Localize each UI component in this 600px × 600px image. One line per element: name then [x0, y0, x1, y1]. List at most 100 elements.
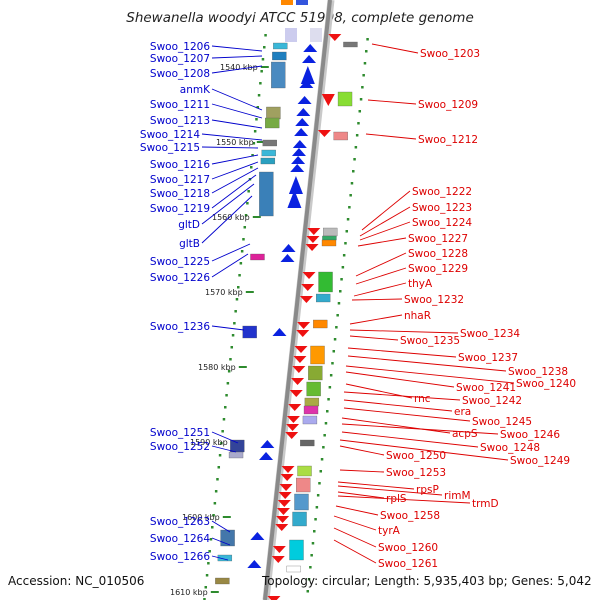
gene-arrow-forward — [250, 532, 265, 540]
right-gene-label: Swoo_1250 — [386, 450, 446, 462]
left-gene-leader — [211, 103, 263, 119]
right-gene-leader — [343, 399, 453, 412]
scale-tick — [261, 58, 265, 61]
right-gene-leader — [355, 252, 407, 277]
gene-arrow-reverse — [302, 272, 316, 279]
scale-tick — [361, 86, 364, 89]
scale-tick — [328, 386, 332, 389]
scale-tick — [250, 166, 253, 169]
right-gene-label: Swoo_1234 — [460, 328, 520, 340]
scale-tick — [239, 262, 243, 265]
gene-arrow-reverse — [279, 484, 293, 491]
scale-tick — [322, 446, 325, 449]
gene-arrow-reverse — [281, 466, 295, 473]
scale-tick — [240, 250, 244, 253]
left-gene-leader — [211, 45, 263, 52]
gene-block — [323, 227, 338, 237]
gene-arrow-forward — [291, 148, 306, 156]
right-gene-label: Swoo_1258 — [380, 510, 440, 522]
scale-tick — [221, 430, 224, 433]
right-gene-label: thyA — [408, 278, 433, 290]
left-gene-leader — [211, 154, 259, 165]
scale-tick — [313, 530, 316, 533]
left-gene-label: Swoo_1215 — [140, 142, 200, 154]
scale-tick — [324, 422, 328, 425]
right-gene-label: trmD — [472, 498, 499, 510]
right-gene-leader — [353, 282, 407, 297]
scale-tick — [306, 590, 310, 593]
right-gene-label: Swoo_1235 — [400, 335, 460, 347]
gene-block — [273, 42, 288, 50]
gene-arrow-reverse — [296, 330, 310, 337]
right-gene-label: acpS — [452, 428, 478, 440]
left-gene-leader — [211, 88, 263, 111]
gene-block — [315, 293, 331, 303]
gene-block — [289, 539, 304, 561]
right-gene-leader — [337, 485, 443, 496]
scale-tick — [354, 146, 358, 149]
left-gene-leader — [211, 161, 259, 180]
scale-tick — [307, 578, 311, 581]
gene-arrow-forward — [288, 176, 303, 194]
gene-arrow-reverse — [307, 228, 321, 235]
scale-tick — [319, 470, 323, 473]
right-gene-leader — [341, 431, 479, 448]
gene-block — [310, 345, 325, 365]
scale-tick — [335, 326, 338, 329]
left-gene-leader — [201, 195, 253, 244]
scale-tick — [212, 514, 215, 517]
gene-block — [337, 91, 353, 107]
left-gene-leader — [211, 431, 239, 444]
right-gene-leader — [357, 237, 407, 247]
left-gene-leader — [211, 520, 231, 533]
left-gene-leader — [211, 555, 229, 561]
scale-tick — [246, 202, 249, 205]
right-gene-label: Swoo_1238 — [508, 366, 568, 378]
right-gene-label: Swoo_1260 — [378, 542, 438, 554]
gene-arrow-forward — [296, 108, 311, 116]
left-gene-label: Swoo_1252 — [150, 441, 210, 453]
left-gene-leader — [211, 325, 245, 331]
gene-arrow-forward — [300, 66, 315, 84]
right-gene-leader — [347, 355, 507, 372]
scale-tick — [252, 142, 256, 145]
scale-tick — [234, 310, 237, 313]
scale-tick — [218, 454, 222, 457]
right-gene-leader — [349, 329, 459, 334]
gene-arrow-forward — [299, 80, 314, 88]
gene-arrow-reverse — [301, 284, 315, 291]
scale-tick — [222, 418, 226, 421]
gene-block — [308, 365, 323, 381]
scale-tick — [231, 334, 235, 337]
right-gene-leader — [343, 407, 471, 422]
gene-block — [230, 439, 245, 453]
right-gene-leader — [365, 133, 417, 140]
scale-tick — [341, 266, 345, 269]
right-gene-leader — [333, 527, 377, 548]
scale-tick — [207, 562, 210, 565]
gene-arrow-forward — [303, 44, 318, 52]
gene-arrow-forward — [280, 254, 295, 262]
scale-tick — [355, 134, 359, 137]
right-gene-label: Swoo_1203 — [420, 48, 480, 60]
scale-tick — [333, 338, 337, 341]
right-gene-leader — [343, 391, 461, 401]
right-gene-label: Swoo_1227 — [408, 233, 468, 245]
scale-tick — [203, 598, 206, 600]
scale-tick — [204, 586, 208, 589]
scale-tick — [332, 350, 336, 353]
right-gene-label: Swoo_1237 — [458, 352, 518, 364]
scale-tick — [230, 346, 234, 349]
gene-block — [262, 139, 277, 147]
scale-tick — [213, 502, 217, 505]
left-gene-leader — [211, 65, 263, 74]
right-gene-leader — [349, 335, 399, 341]
left-gene-leader — [211, 445, 237, 453]
right-gene-leader — [337, 495, 471, 504]
gene-arrow-forward — [297, 96, 312, 104]
left-gene-leader — [201, 133, 263, 141]
gene-block — [294, 493, 309, 511]
gene-arrow-forward — [290, 164, 305, 172]
scale-tick — [309, 566, 312, 569]
gene-block — [296, 477, 311, 493]
